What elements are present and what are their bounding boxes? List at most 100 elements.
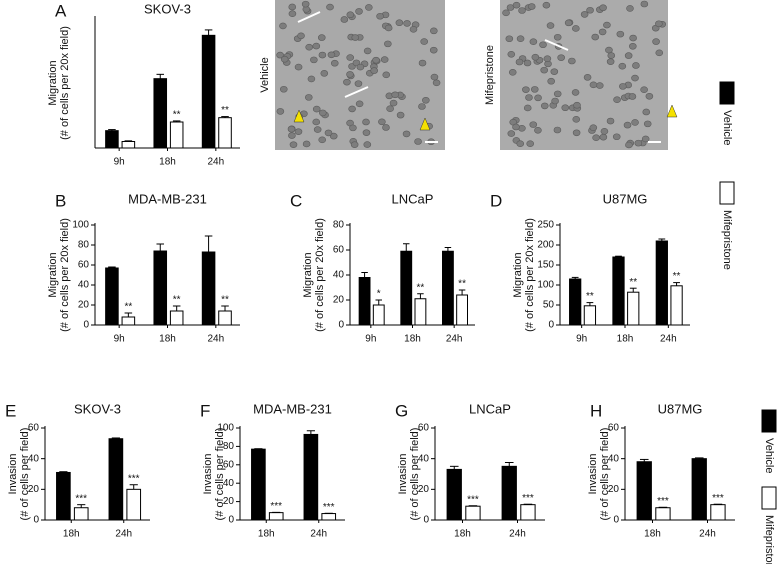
- cell: [304, 94, 313, 101]
- cell: [640, 86, 648, 94]
- cell: [516, 140, 525, 147]
- cell: [330, 59, 339, 67]
- cell: [288, 3, 297, 11]
- significance: **: [124, 302, 132, 313]
- cell: [546, 22, 555, 29]
- cell: [550, 68, 559, 75]
- cell: [591, 33, 600, 41]
- error-bar: [129, 484, 138, 490]
- cell: [380, 56, 389, 63]
- y-tick-label: 60: [608, 423, 620, 434]
- error-bar: [586, 302, 594, 306]
- arrow: [344, 86, 369, 98]
- cell: [599, 4, 607, 12]
- cell: [372, 56, 380, 64]
- significance: ***: [522, 493, 534, 504]
- x-tick-label: 9h: [114, 157, 125, 168]
- cell: [349, 124, 357, 132]
- y-axis-label: (# of cells per field): [214, 428, 226, 521]
- significance: ***: [712, 493, 724, 504]
- bar: [691, 458, 707, 521]
- cell: [418, 59, 427, 67]
- bar: [108, 438, 124, 521]
- x-tick-label: 9h: [576, 334, 587, 345]
- cell: [632, 62, 640, 69]
- cell: [343, 78, 351, 86]
- error-bar: [77, 504, 86, 508]
- y-tick-label: 0: [548, 320, 554, 331]
- micrograph: [275, 0, 445, 150]
- cell: [542, 1, 551, 9]
- bar: [73, 507, 89, 521]
- cell: [589, 81, 598, 89]
- y-tick-label: 80: [78, 240, 90, 251]
- micrograph-vehicle: Vehicle: [259, 0, 445, 150]
- significance: **: [673, 271, 681, 282]
- error-bar: [108, 129, 116, 131]
- cell: [396, 111, 405, 119]
- cell: [572, 116, 581, 123]
- cell: [645, 92, 654, 100]
- cell: [505, 35, 514, 43]
- bar: [442, 250, 454, 326]
- cell: [540, 102, 549, 110]
- bar: [670, 285, 683, 326]
- cell: [430, 73, 439, 81]
- cell: [529, 38, 538, 45]
- bar: [372, 304, 385, 326]
- error-bar: [375, 299, 382, 305]
- bar: [456, 294, 468, 326]
- x-tick-label: 24h: [207, 334, 224, 345]
- y-tick-label: 40: [608, 453, 620, 464]
- cell: [592, 134, 600, 141]
- y-tick-label: 40: [223, 478, 235, 489]
- cell: [362, 118, 370, 126]
- cell: [294, 63, 303, 71]
- cell: [376, 12, 384, 20]
- cell: [391, 91, 399, 99]
- cell: [346, 11, 355, 19]
- cell: [572, 129, 581, 137]
- cell: [432, 79, 441, 87]
- bar: [710, 504, 726, 521]
- bar: [268, 512, 284, 521]
- y-axis-label: Invasion: [202, 454, 214, 495]
- cell: [389, 99, 398, 107]
- chart-title: LNCaP: [469, 401, 511, 416]
- cell: [329, 132, 338, 140]
- cell: [289, 141, 298, 148]
- y-axis-label: (# of cells per 20x field): [59, 26, 71, 140]
- cell: [279, 85, 288, 93]
- cell: [553, 90, 562, 98]
- x-tick-label: 9h: [114, 334, 125, 345]
- y-tick-label: 100: [537, 280, 554, 291]
- significance: ***: [128, 473, 140, 484]
- x-tick-label: 24h: [310, 529, 327, 540]
- bar: [446, 468, 462, 521]
- x-tick-label: 18h: [159, 334, 176, 345]
- cell: [384, 24, 393, 32]
- legend-label: Mifepristone: [763, 515, 775, 564]
- bar: [636, 461, 652, 521]
- y-tick-label: 150: [537, 260, 554, 271]
- cell: [613, 96, 621, 104]
- cell: [318, 136, 327, 144]
- cell: [350, 141, 359, 148]
- error-bar: [629, 287, 637, 293]
- error-bar: [694, 457, 704, 459]
- cell: [348, 105, 356, 113]
- y-axis-label: Migration: [512, 252, 524, 297]
- cell: [276, 51, 284, 59]
- bar: [321, 513, 337, 521]
- cell: [527, 3, 536, 10]
- cell: [600, 128, 609, 135]
- bar: [169, 310, 184, 326]
- y-tick-label: 40: [418, 453, 430, 464]
- error-bar: [124, 140, 133, 142]
- cell: [606, 117, 615, 125]
- bar: [251, 448, 266, 521]
- error-bar: [204, 235, 213, 252]
- cell: [340, 16, 349, 23]
- error-bar: [639, 458, 649, 462]
